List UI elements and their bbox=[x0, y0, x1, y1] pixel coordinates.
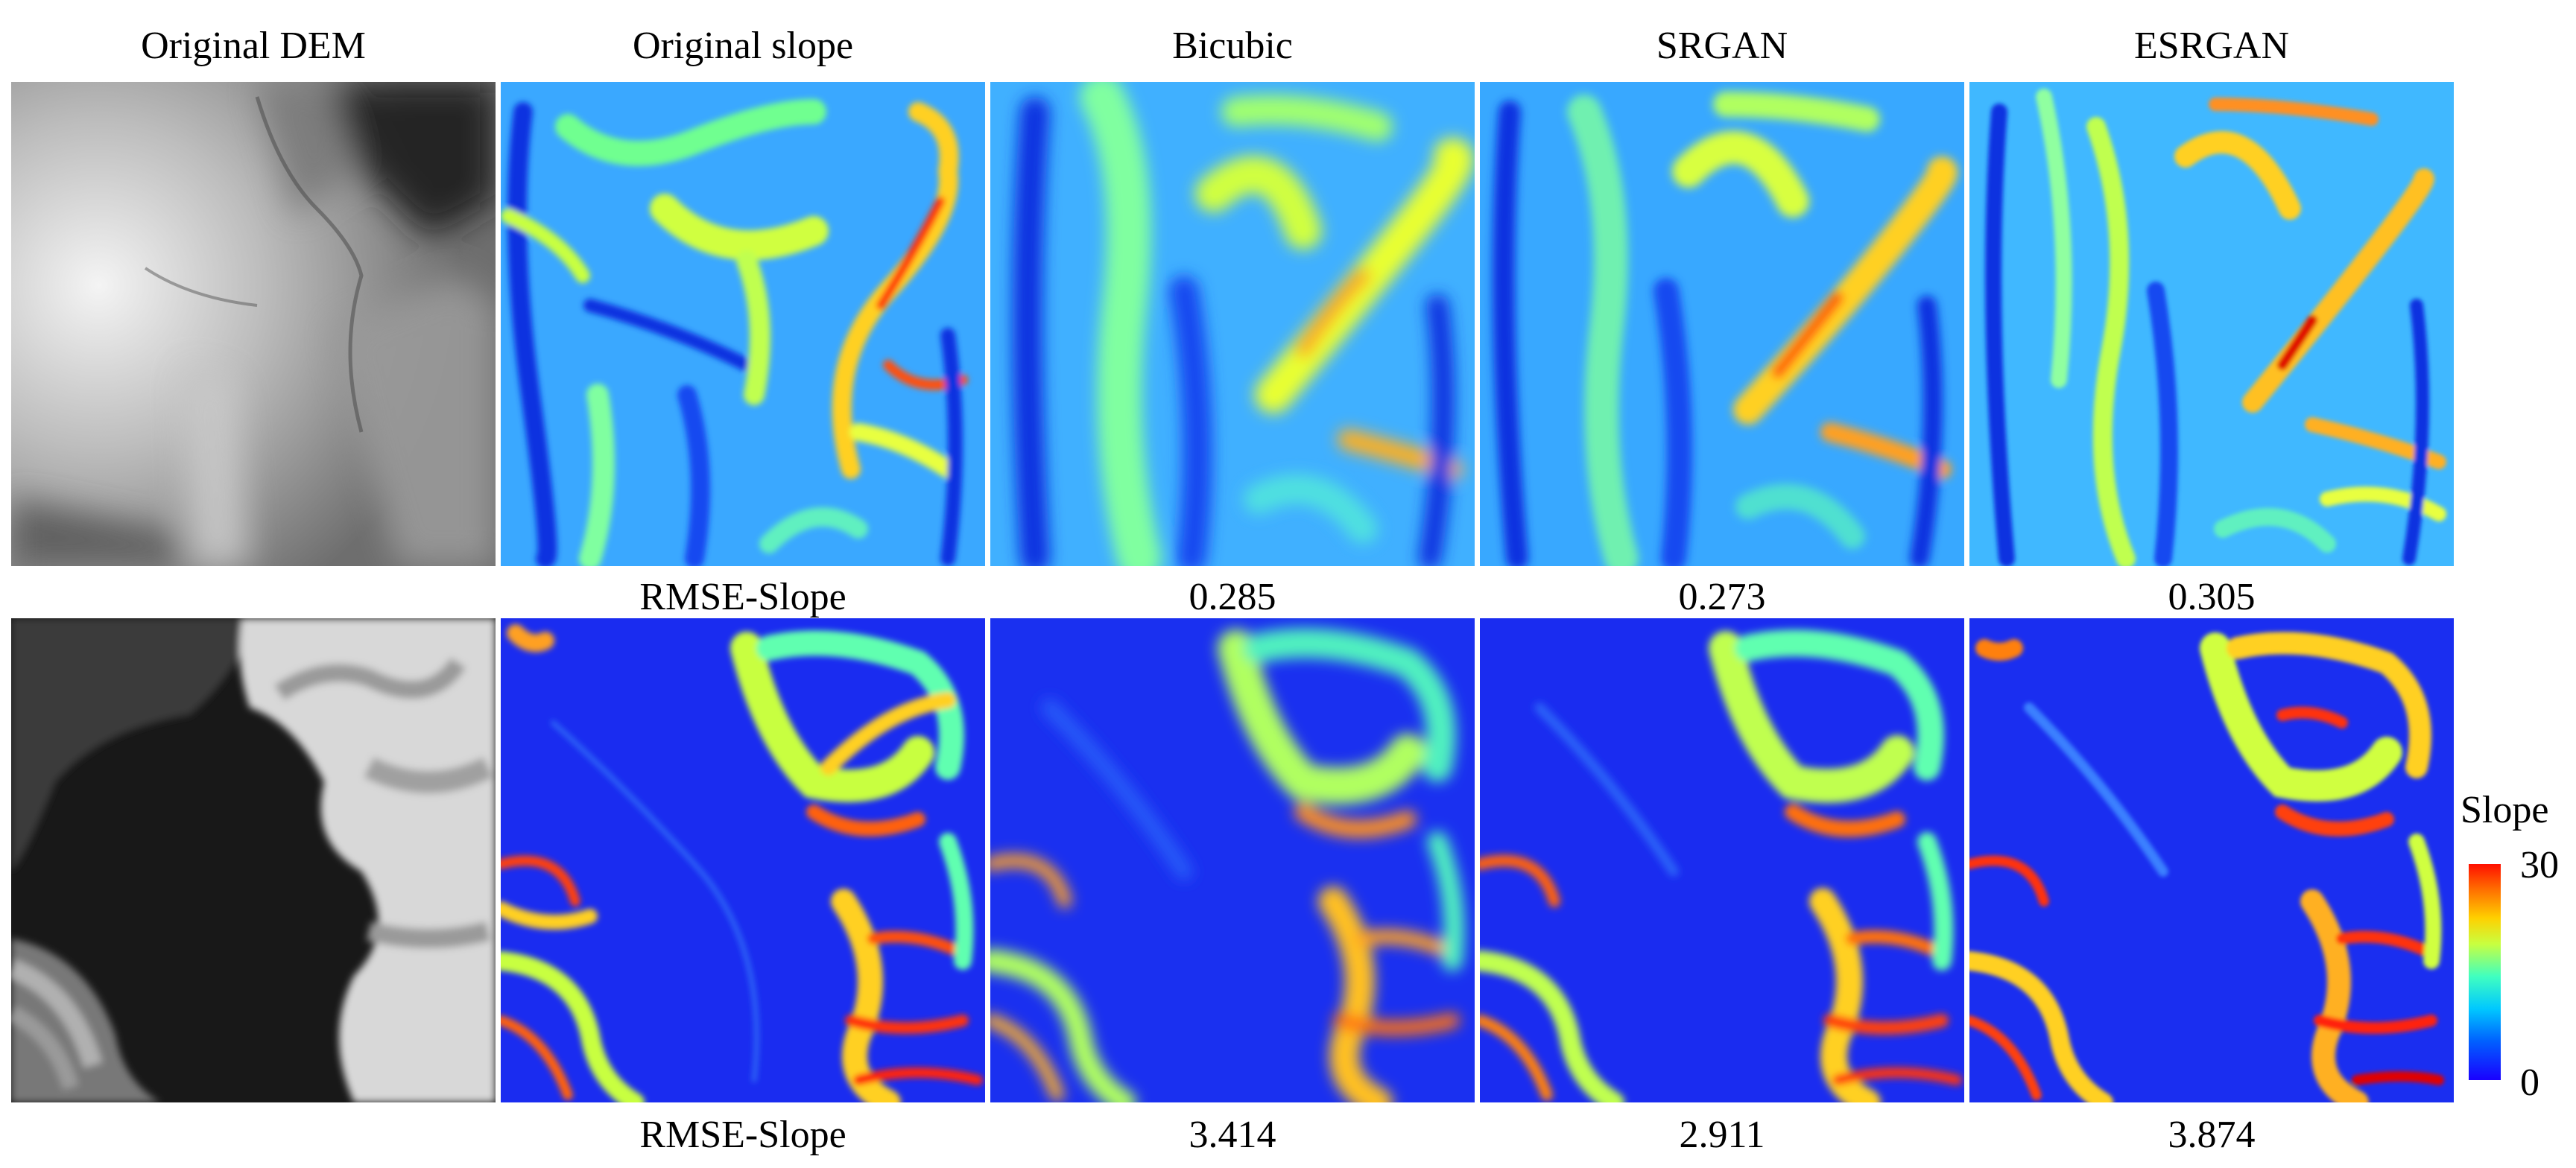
header-srgan: SRGAN bbox=[1656, 25, 1788, 67]
row1-srgan-rmse: 0.273 bbox=[1678, 576, 1766, 618]
row1-metric-label: RMSE-Slope bbox=[639, 576, 846, 618]
header-original-dem: Original DEM bbox=[141, 25, 366, 67]
row1-bicubic-rmse: 0.285 bbox=[1189, 576, 1276, 618]
header-bicubic: Bicubic bbox=[1172, 25, 1293, 67]
dem-image-row2 bbox=[11, 618, 496, 1102]
row1-esrgan-rmse: 0.305 bbox=[2168, 576, 2256, 618]
colorbar bbox=[2469, 864, 2501, 1080]
row2-esrgan-rmse: 3.874 bbox=[2168, 1114, 2256, 1156]
original-slope-image-row1 bbox=[501, 82, 985, 566]
header-original-slope: Original slope bbox=[632, 25, 854, 67]
colorbar-title: Slope bbox=[2461, 789, 2549, 831]
colorbar-min-label: 0 bbox=[2520, 1061, 2539, 1104]
srgan-slope-image-row2 bbox=[1480, 618, 1964, 1102]
srgan-slope-image-row1 bbox=[1480, 82, 1964, 566]
header-esrgan: ESRGAN bbox=[2133, 25, 2290, 67]
row2-metric-label: RMSE-Slope bbox=[639, 1114, 846, 1156]
esrgan-slope-image-row1 bbox=[1969, 82, 2454, 566]
dem-image-row1 bbox=[11, 82, 496, 566]
colorbar-max-label: 30 bbox=[2520, 844, 2559, 886]
row2-srgan-rmse: 2.911 bbox=[1679, 1114, 1765, 1156]
bicubic-slope-image-row2 bbox=[990, 618, 1475, 1102]
bicubic-slope-image-row1 bbox=[990, 82, 1475, 566]
original-slope-image-row2 bbox=[501, 618, 985, 1102]
row2-bicubic-rmse: 3.414 bbox=[1189, 1114, 1276, 1156]
esrgan-slope-image-row2 bbox=[1969, 618, 2454, 1102]
